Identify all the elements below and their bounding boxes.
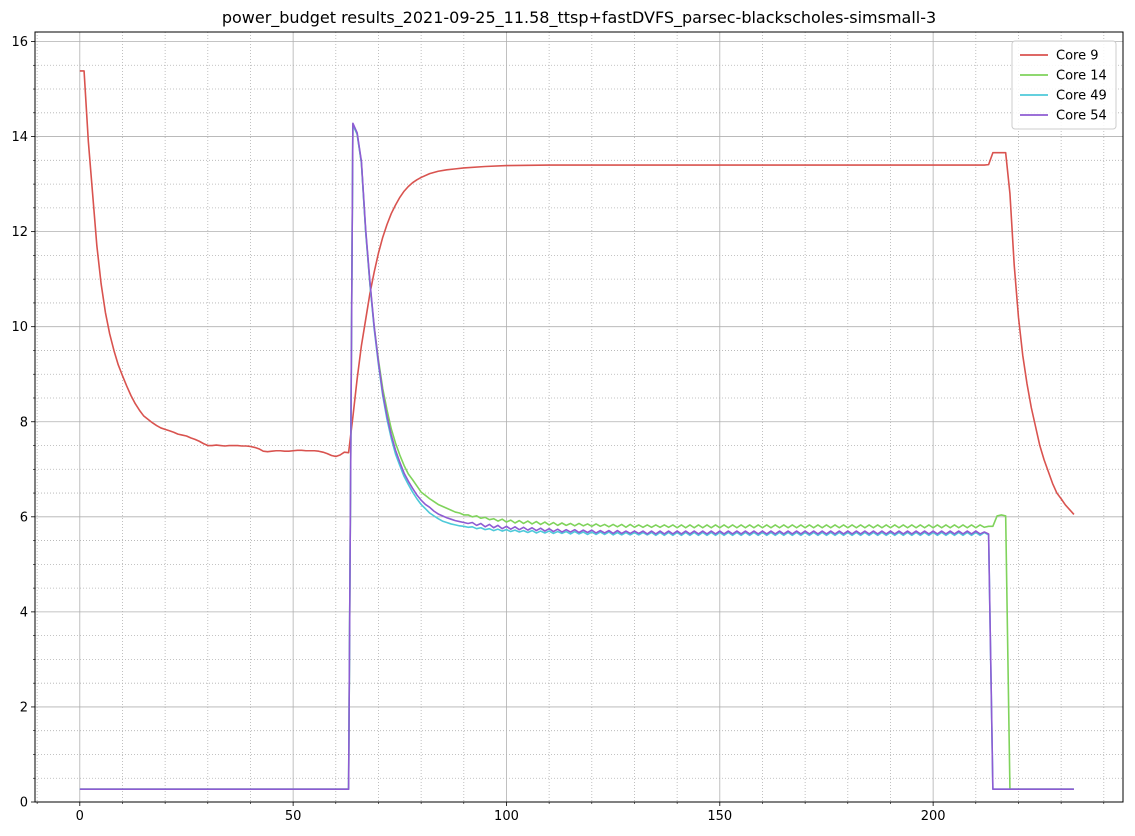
major-grid (35, 32, 1123, 803)
legend: Core 9 Core 14 Core 49 Core 54 (1011, 40, 1117, 130)
y-axis: 0 2 4 6 8 10 12 14 16 (11, 35, 35, 811)
chart-title: power_budget results_2021-09-25_11.58_tt… (222, 8, 936, 28)
minor-grid (35, 32, 1123, 802)
series-line-core-14 (79, 123, 1074, 790)
series-lines (79, 70, 1075, 790)
y-tick-label: 16 (11, 35, 28, 50)
legend-label: Core 54 (1056, 109, 1107, 124)
x-tick-label: 200 (921, 809, 946, 824)
x-tick-label: 0 (76, 809, 84, 824)
series-line-core-9 (79, 70, 1075, 515)
y-tick-label: 10 (11, 320, 28, 335)
plot-frame (34, 31, 1124, 803)
x-axis: 0 50 100 150 200 (36, 802, 1105, 824)
x-tick-label: 100 (494, 809, 519, 824)
legend-label: Core 14 (1056, 69, 1107, 84)
y-tick-label: 14 (11, 130, 28, 145)
y-tick-label: 6 (20, 510, 28, 525)
x-tick-label: 50 (285, 809, 302, 824)
legend-label: Core 49 (1056, 89, 1107, 104)
series-line-core-49 (79, 123, 1074, 790)
x-tick-label: 150 (707, 809, 732, 824)
y-tick-label: 8 (20, 415, 28, 430)
y-tick-label: 4 (20, 605, 28, 620)
series-line-core-54 (79, 122, 1074, 790)
y-tick-label: 12 (11, 225, 28, 240)
y-tick-label: 0 (20, 796, 28, 811)
y-tick-label: 2 (20, 700, 28, 715)
legend-label: Core 9 (1056, 49, 1099, 64)
legend-box (1011, 40, 1117, 130)
